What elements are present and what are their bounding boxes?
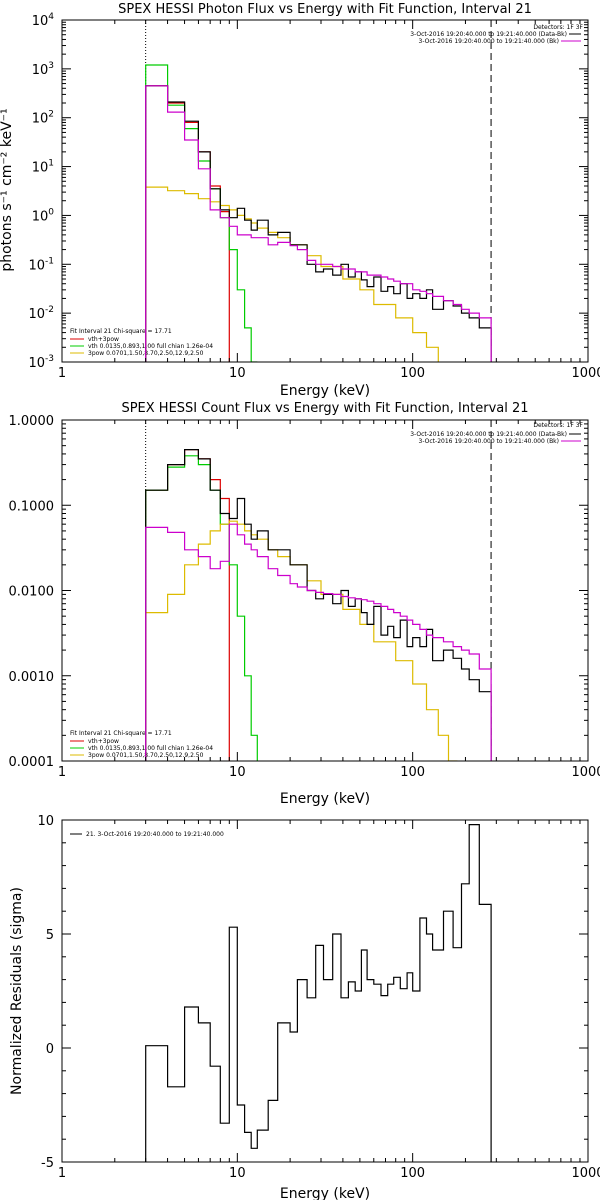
count-flux-xlabel: Energy (keV) <box>280 791 370 807</box>
photon-flux-y-tick-label: 104 <box>32 12 55 29</box>
residuals-x-tick-label: 1000 <box>571 1166 600 1181</box>
residuals-legend-text: 21. 3-Oct-2016 19:20:40.000 to 19:21:40.… <box>86 831 224 838</box>
photon-flux-y-tick-label: 103 <box>32 61 54 78</box>
count-flux-x-tick-label: 1 <box>58 765 66 780</box>
count-flux-y-tick-label: 0.1000 <box>9 499 55 514</box>
count-flux-y-tick-label: 0.0010 <box>9 670 55 685</box>
photon-flux-axes-frame <box>61 19 589 363</box>
photon-flux-y-tick-label: 100 <box>32 207 55 224</box>
fit-legend-header: Fit Interval 21 Chi-square = 17.71 <box>70 328 172 335</box>
photon-flux-time-legend: 3-Oct-2016 19:20:40.000 to 19:21:40.000 … <box>410 31 581 45</box>
photon-flux-panel: SPEX HESSI Photon Flux vs Energy with Fi… <box>0 2 600 399</box>
residuals-x-tick-label: 10 <box>229 1166 246 1181</box>
time-range-bk: 3-Oct-2016 19:20:40.000 to 19:21:40.000 … <box>419 38 560 45</box>
count-flux-title: SPEX HESSI Count Flux vs Energy with Fit… <box>121 401 528 416</box>
count-fit-legend-total: vth+3pow <box>88 738 119 745</box>
fit-legend-vth: vth 0.0135,0.893,1.00 full chian 1.26e-0… <box>88 343 213 350</box>
residuals-plot-area <box>145 824 492 1162</box>
count-fit-legend-vth: vth 0.0135,0.893,1.00 full chian 1.26e-0… <box>88 745 213 752</box>
residuals-ylabel: Normalized Residuals (sigma) <box>9 887 25 1095</box>
residuals-axes-frame <box>61 819 589 1163</box>
count-flux-y-tick-label: 0.0001 <box>9 755 55 770</box>
count-flux-time-legend: 3-Oct-2016 19:20:40.000 to 19:21:40.000 … <box>410 431 581 445</box>
count-flux-detectors: Detectors: 1F 3F <box>533 422 583 429</box>
photon-flux-x-tick-label: 10 <box>229 366 246 381</box>
photon-flux-y-tick-label: 10-3 <box>28 354 54 371</box>
fit-legend-total: vth+3pow <box>88 336 119 343</box>
count-flux-x-tick-label: 1000 <box>571 765 600 780</box>
count-flux-plot-area <box>145 420 492 761</box>
photon-flux-y-tick-label: 102 <box>32 110 54 127</box>
photon-flux-x-tick-label: 100 <box>400 366 425 381</box>
count-time-range-bk: 3-Oct-2016 19:20:40.000 to 19:21:40.000 … <box>419 438 560 445</box>
residuals-y-tick-label: 5 <box>46 928 54 943</box>
residuals-y-tick-label: 0 <box>46 1042 54 1057</box>
count-flux-panel: SPEX HESSI Count Flux vs Energy with Fit… <box>9 401 600 807</box>
count-flux-x-tick-label: 10 <box>229 765 246 780</box>
residuals-xlabel: Energy (keV) <box>280 1186 370 1200</box>
time-range-data-bk: 3-Oct-2016 19:20:40.000 to 19:21:40.000 … <box>410 31 567 38</box>
photon-flux-y-tick-label: 10-2 <box>28 305 54 322</box>
count-flux-y-tick-label: 1.0000 <box>9 414 55 429</box>
residuals-x-tick-label: 1 <box>58 1166 66 1181</box>
photon-flux-x-tick-label: 1 <box>58 366 66 381</box>
photon-flux-y-tick-label: 101 <box>32 159 54 176</box>
count-flux-y-tick-label: 0.0100 <box>9 585 55 600</box>
residuals-series-line-0 <box>145 824 492 1162</box>
residuals-y-tick-label: 10 <box>37 814 54 829</box>
count-flux-series-line-4 <box>145 523 492 761</box>
photon-flux-ylabel: photons s⁻¹ cm⁻² keV⁻¹ <box>0 108 15 271</box>
residuals-y-tick-label: -5 <box>41 1156 54 1171</box>
photon-flux-x-tick-label: 1000 <box>571 366 600 381</box>
photon-flux-y-tick-label: 10-1 <box>28 256 54 273</box>
photon-flux-series-line-4 <box>145 85 492 362</box>
count-flux-x-tick-label: 100 <box>400 765 425 780</box>
residuals-panel: Energy (keV) Normalized Residuals (sigma… <box>9 814 600 1200</box>
photon-flux-xlabel: Energy (keV) <box>280 383 370 399</box>
photon-flux-detectors: Detectors: 1F 3F <box>533 24 583 31</box>
photon-flux-plot-area <box>145 20 492 362</box>
count-time-range-data-bk: 3-Oct-2016 19:20:40.000 to 19:21:40.000 … <box>410 431 567 438</box>
residuals-x-tick-label: 100 <box>400 1166 425 1181</box>
count-fit-legend-header: Fit Interval 21 Chi-square = 17.71 <box>70 730 172 737</box>
photon-flux-title: SPEX HESSI Photon Flux vs Energy with Fi… <box>118 2 532 17</box>
